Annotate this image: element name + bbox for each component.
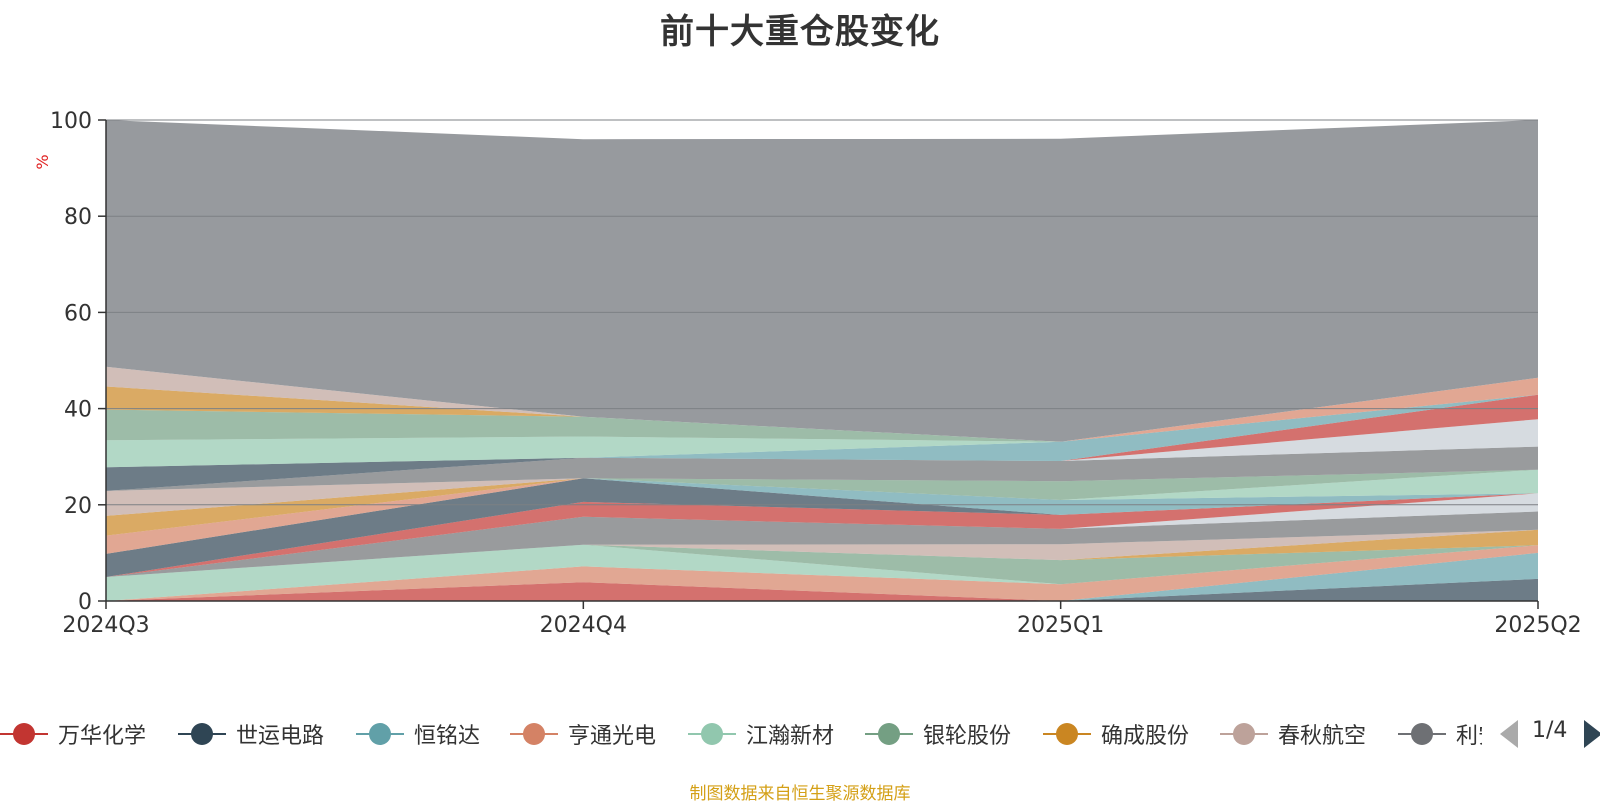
legend-label: 万华化学 <box>58 724 147 749</box>
area-series-5 <box>106 544 1538 585</box>
legend-symbol-icon <box>1220 714 1268 754</box>
area-series-28 <box>106 120 1538 442</box>
y-axis-unit: % <box>33 154 52 169</box>
legend-symbol-icon <box>0 714 48 754</box>
legend-symbol-icon <box>688 714 736 754</box>
legend-item[interactable]: 世运电路 <box>178 714 324 754</box>
legend-item[interactable]: 利安隆 <box>1398 714 1482 754</box>
legend-label: 春秋航空 <box>1278 724 1367 749</box>
legend-label: 恒铭达 <box>414 724 481 749</box>
area-series-10 <box>106 493 1538 577</box>
area-series-3 <box>106 545 1538 601</box>
axes: 0 20 40 60 80 100 2024Q3 2024Q4 2025Q1 2025Q2 <box>50 109 1582 638</box>
area-series-11 <box>106 478 1538 577</box>
legend-label: 利安隆 <box>1456 724 1482 749</box>
area-series-layer <box>106 120 1538 601</box>
x-tick-label: 2025Q2 <box>1494 613 1581 638</box>
area-series-15 <box>106 469 1538 536</box>
legend-label: 世运电路 <box>236 724 325 749</box>
area-series-24 <box>106 377 1538 468</box>
area-series-25 <box>106 377 1538 442</box>
legend-item[interactable]: 万华化学 <box>0 714 146 754</box>
y-tick-label: 60 <box>64 301 92 326</box>
legend-symbol-icon <box>356 714 404 754</box>
y-tick-label: 20 <box>64 494 92 519</box>
legend: 万华化学 世运电路 恒铭达 亨通光电 江瀚新材 银轮股份 确成股份 春秋航空 利安隆 1/4 <box>0 714 1600 754</box>
legend-item[interactable]: 江瀚新材 <box>688 714 834 754</box>
y-tick-label: 40 <box>64 398 92 423</box>
legend-label: 确成股份 <box>1101 724 1190 749</box>
y-tick-label: 100 <box>50 109 92 134</box>
area-series-7 <box>106 529 1538 577</box>
legend-symbol-icon <box>1043 714 1091 754</box>
x-tick-label: 2024Q4 <box>540 613 627 638</box>
legend-item[interactable]: 恒铭达 <box>356 714 480 754</box>
area-series-19 <box>106 419 1538 491</box>
area-series-8 <box>106 511 1538 577</box>
legend-page-indicator: 1/4 <box>1532 718 1568 743</box>
legend-item[interactable]: 银轮股份 <box>865 714 1011 754</box>
y-tick-label: 0 <box>78 590 92 615</box>
area-series-20 <box>106 394 1538 491</box>
x-tick-label: 2025Q1 <box>1017 613 1104 638</box>
legend-items: 万华化学 世运电路 恒铭达 亨通光电 江瀚新材 银轮股份 确成股份 春秋航空 利安隆 <box>0 714 1482 754</box>
area-series-0 <box>106 582 1538 601</box>
legend-symbol-icon <box>1398 714 1446 754</box>
area-series-23 <box>106 377 1538 468</box>
y-tick-label: 80 <box>64 205 92 230</box>
source-note: 制图数据来自恒生聚源数据库 <box>689 784 911 804</box>
legend-label: 江瀚新材 <box>746 724 835 749</box>
area-series-1 <box>106 578 1538 601</box>
legend-pager: 1/4 <box>1500 714 1600 754</box>
legend-prev-page-icon[interactable] <box>1500 720 1518 748</box>
legend-item[interactable]: 确成股份 <box>1043 714 1189 754</box>
area-series-26 <box>106 377 1538 442</box>
area-series-27 <box>106 366 1538 442</box>
area-series-22 <box>106 394 1538 468</box>
legend-label: 亨通光电 <box>568 724 657 749</box>
chart-title: 前十大重仓股变化 <box>660 12 940 52</box>
legend-next-page-icon[interactable] <box>1584 720 1600 748</box>
area-series-4 <box>106 544 1538 601</box>
legend-item[interactable]: 亨通光电 <box>510 714 656 754</box>
grid-lines <box>106 119 1538 506</box>
legend-symbol-icon <box>510 714 558 754</box>
area-series-6 <box>106 529 1538 577</box>
area-series-18 <box>106 446 1538 491</box>
legend-label: 银轮股份 <box>923 724 1012 749</box>
legend-symbol-icon <box>865 714 913 754</box>
legend-symbol-icon <box>178 714 226 754</box>
area-series-12 <box>106 478 1538 554</box>
legend-item[interactable]: 春秋航空 <box>1220 714 1366 754</box>
area-series-17 <box>106 469 1538 516</box>
x-tick-label: 2024Q3 <box>62 613 149 638</box>
